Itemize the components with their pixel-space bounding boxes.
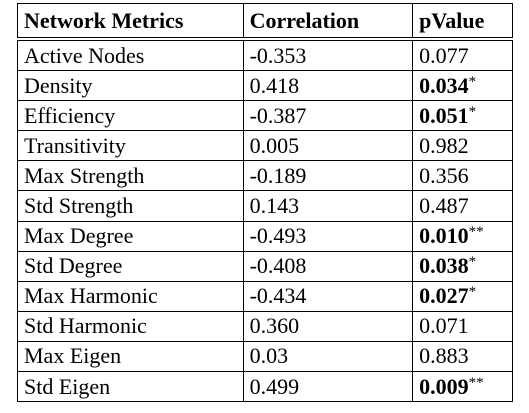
pvalue: 0.034 — [419, 72, 469, 98]
correlation-cell: -0.434 — [242, 280, 414, 312]
table-row: Std Harmonic 0.360 0.071 — [17, 310, 513, 342]
pvalue-cell: 0.883 — [412, 340, 513, 373]
pvalue: 0.009 — [419, 373, 469, 399]
metric-cell: Max Eigen — [17, 340, 244, 373]
pvalue: 0.356 — [419, 162, 469, 188]
pvalue-cell: 0.027* — [412, 280, 513, 312]
pvalue: 0.051 — [419, 102, 469, 128]
table-row: Density 0.418 0.034* — [17, 70, 513, 102]
significance-marker: * — [468, 73, 477, 90]
metric-cell: Std Harmonic — [17, 310, 244, 342]
metrics-table: Network Metrics Correlation pValue Active … — [17, 3, 513, 403]
header-cell: Network Metrics — [17, 3, 244, 41]
pvalue: 0.071 — [419, 313, 469, 339]
header-row: Network Metrics Correlation pValue — [17, 3, 513, 41]
metric-cell: Efficiency — [17, 100, 244, 132]
table-row: Max Eigen 0.03 0.883 — [17, 340, 513, 373]
table-row: Max Strength -0.189 0.356 — [17, 160, 513, 192]
correlation-cell: -0.408 — [242, 250, 414, 282]
header-cell: Correlation — [242, 3, 414, 41]
pvalue-cell: 0.009** — [412, 371, 513, 403]
correlation-cell: 0.499 — [242, 371, 414, 403]
pvalue: 0.982 — [419, 132, 469, 158]
pvalue-cell: 0.038* — [412, 250, 513, 282]
metric-cell: Std Degree — [17, 250, 244, 282]
significance-marker: * — [468, 284, 477, 301]
pvalue-cell: 0.487 — [412, 190, 513, 222]
table-row: Std Eigen 0.499 0.009** — [17, 371, 513, 403]
correlation-cell: 0.143 — [242, 190, 414, 222]
significance-marker: * — [468, 254, 477, 271]
correlation-cell: 0.360 — [242, 310, 414, 342]
metric-cell: Density — [17, 70, 244, 102]
significance-marker: * — [468, 103, 477, 120]
metric-cell: Std Eigen — [17, 371, 244, 403]
pvalue: 0.883 — [419, 343, 469, 369]
correlation-cell: -0.493 — [242, 220, 414, 252]
metric-cell: Max Harmonic — [17, 280, 244, 312]
table-row: Std Degree -0.408 0.038* — [17, 250, 513, 282]
pvalue: 0.077 — [419, 42, 469, 68]
metric-cell: Active Nodes — [17, 38, 244, 72]
metric-cell: Max Degree — [17, 220, 244, 252]
table-row: Std Strength 0.143 0.487 — [17, 190, 513, 222]
correlation-cell: 0.418 — [242, 70, 414, 102]
pvalue: 0.027 — [419, 283, 469, 309]
correlation-cell: 0.005 — [242, 130, 414, 162]
significance-marker: ** — [468, 374, 484, 391]
table-row: Active Nodes -0.353 0.077 — [17, 38, 513, 72]
table-row: Efficiency -0.387 0.051* — [17, 100, 513, 132]
pvalue-cell: 0.356 — [412, 160, 513, 192]
header-cell: pValue — [412, 3, 513, 41]
correlation-cell: -0.353 — [242, 38, 414, 72]
table-row: Transitivity 0.005 0.982 — [17, 130, 513, 162]
pvalue-cell: 0.071 — [412, 310, 513, 342]
pvalue: 0.487 — [419, 193, 469, 219]
correlation-cell: -0.387 — [242, 100, 414, 132]
metric-cell: Transitivity — [17, 130, 244, 162]
correlation-cell: -0.189 — [242, 160, 414, 192]
pvalue-cell: 0.010** — [412, 220, 513, 252]
pvalue: 0.010 — [419, 223, 469, 249]
pvalue-cell: 0.051* — [412, 100, 513, 132]
table-row: Max Degree -0.493 0.010** — [17, 220, 513, 252]
metric-cell: Std Strength — [17, 190, 244, 222]
pvalue-cell: 0.077 — [412, 38, 513, 72]
metric-cell: Max Strength — [17, 160, 244, 192]
table-body: Active Nodes -0.353 0.077 Density 0.418 0.034… — [17, 38, 513, 403]
pvalue-cell: 0.034* — [412, 70, 513, 102]
pvalue-cell: 0.982 — [412, 130, 513, 162]
significance-marker: ** — [468, 224, 484, 241]
table-row: Max Harmonic -0.434 0.027* — [17, 280, 513, 312]
pvalue: 0.038 — [419, 253, 469, 279]
correlation-cell: 0.03 — [242, 340, 414, 373]
